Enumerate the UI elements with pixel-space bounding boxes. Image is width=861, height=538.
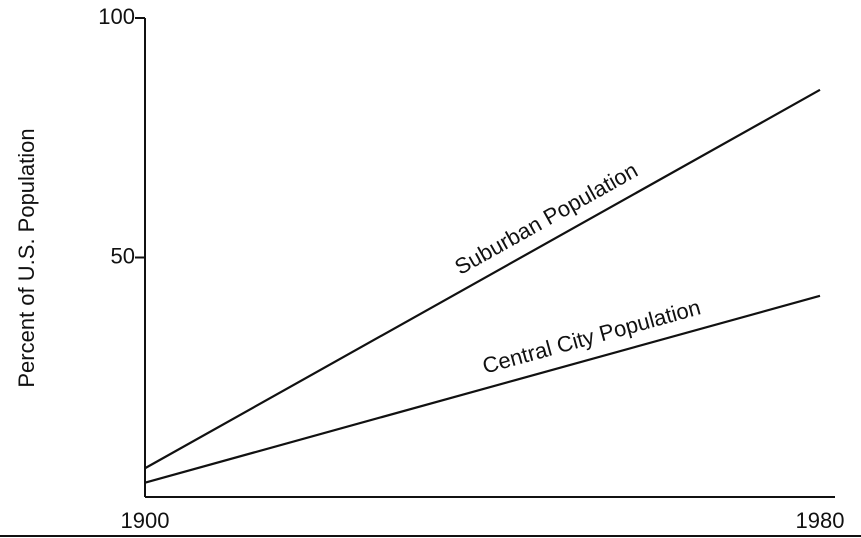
series-line [144,294,821,484]
y-axis-label: Percent of U.S. Population [14,128,39,387]
y-tick-label: 100 [98,4,135,29]
series-label: Suburban Population [450,157,641,279]
x-tick-label: 1980 [796,508,845,533]
series-line [144,88,821,470]
x-tick-label: 1900 [121,508,170,533]
y-tick-label: 50 [111,243,135,268]
